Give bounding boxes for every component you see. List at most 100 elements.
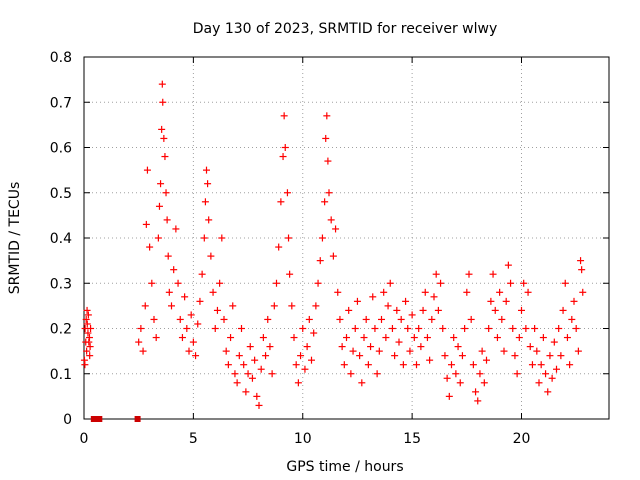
data-point [456,379,464,387]
data-point [579,288,587,296]
data-point [194,320,202,328]
data-point [395,338,403,346]
y-tick-label: 0.3 [50,276,72,292]
data-point [205,216,213,224]
x-tick-label: 10 [294,431,312,447]
data-point [280,112,288,120]
zero-marker [96,416,103,422]
data-point [246,343,254,351]
data-point [515,334,523,342]
data-point [353,297,361,305]
data-point [83,347,91,355]
data-point [301,365,309,373]
data-point [537,361,545,369]
y-tick-label: 0.8 [50,50,72,66]
data-point [264,315,272,323]
y-tick-label: 0.7 [50,95,72,111]
data-point [461,325,469,332]
data-point [544,388,552,396]
data-point [546,352,554,360]
data-point [255,401,263,409]
data-point [85,334,93,342]
data-point [201,198,209,206]
data-point [430,293,438,301]
data-point [572,325,580,332]
data-point [423,334,431,342]
data-point [183,325,191,332]
data-point [200,234,208,242]
data-point [224,361,232,369]
data-point [207,252,215,260]
data-point [469,361,477,369]
data-point [139,347,147,355]
data-point [164,252,172,260]
data-point [557,352,565,360]
data-point [340,361,348,369]
data-point [577,257,585,265]
data-point [160,134,168,142]
data-point [533,347,541,355]
data-point [358,379,366,387]
data-point [286,270,294,278]
data-point [157,180,165,188]
data-point [141,302,149,310]
data-point [406,347,414,355]
data-point [472,388,480,396]
data-point [531,325,539,332]
data-point [251,356,259,364]
data-point [185,347,193,355]
data-point [548,374,556,382]
data-point [327,216,335,224]
data-point [356,352,364,360]
data-point [404,325,412,332]
data-point [371,325,379,332]
data-point [143,166,151,174]
data-point [305,315,313,323]
data-point [493,334,501,342]
data-point [502,297,510,305]
data-point [322,134,330,142]
data-point [578,266,586,274]
data-point [163,216,171,224]
data-point [364,361,372,369]
data-point [196,297,204,305]
data-point [253,392,261,400]
data-point [478,347,486,355]
data-point [375,347,383,355]
data-point [415,325,423,332]
data-point [324,157,332,165]
data-point [83,306,91,314]
data-point [561,279,569,287]
data-point [227,334,235,342]
data-point [266,343,274,351]
data-point [408,311,416,319]
data-point [209,288,217,296]
data-point [378,315,385,323]
data-point [83,320,91,328]
data-point [220,315,228,323]
data-point [82,315,90,323]
data-point [463,288,471,296]
data-point [448,361,455,369]
data-point [176,315,184,323]
data-point [259,334,267,342]
data-point [338,343,346,351]
data-point [439,325,447,332]
data-point [158,125,166,133]
data-point [384,302,392,310]
data-point [520,279,528,287]
data-point [161,153,169,161]
data-point [229,302,237,310]
data-point [162,189,170,197]
data-point [158,80,166,88]
data-point [485,325,493,332]
data-point [563,334,571,342]
data-point [373,370,381,378]
data-point [137,325,145,332]
data-point [402,297,410,305]
data-point [500,347,508,355]
data-point [566,361,574,369]
data-point [244,370,252,378]
data-point [458,352,466,360]
